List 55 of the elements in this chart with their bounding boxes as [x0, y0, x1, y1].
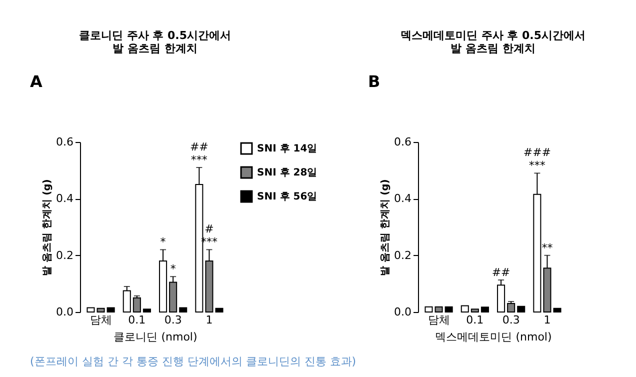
bar — [96, 308, 105, 312]
annotation: ## — [492, 266, 510, 279]
chart-title: 클로니딘 주사 후 0.5시간에서 발 옴츠림 한계치 — [79, 29, 231, 55]
text: (폰프레이 실험 간 각 통증 진행 단계에서의 클로니딘의 진통 효과) — [30, 355, 356, 368]
bar — [122, 290, 131, 312]
y-axis-title: 발 옴츠림 한계치 (g) — [42, 179, 54, 276]
x-tick-label: 담체 — [90, 314, 112, 326]
x-tick-label: 0.3 — [502, 314, 520, 326]
y-tick-label: 0.0 — [394, 306, 412, 318]
bar — [507, 303, 516, 312]
x-axis-title: 클로니딘 (nmol) — [114, 330, 198, 344]
bar — [480, 306, 489, 312]
annotation: ## — [190, 140, 208, 154]
x-tick-label: 0.1 — [466, 314, 484, 326]
legend-label: SNI 후 56일 — [257, 192, 318, 202]
text: A — [30, 72, 43, 91]
bar — [106, 307, 115, 312]
bar — [179, 307, 188, 312]
bar — [215, 308, 224, 312]
bar — [142, 308, 151, 312]
text: B — [368, 72, 380, 91]
bar — [86, 307, 95, 312]
bar — [434, 306, 443, 312]
bar — [424, 306, 433, 312]
bar — [497, 284, 506, 312]
annotation: *** — [528, 159, 546, 172]
x-tick-label: 1 — [206, 314, 213, 326]
annotation: *** — [190, 154, 208, 166]
bar — [517, 306, 526, 312]
x-tick-label: 0.1 — [128, 314, 146, 326]
bar — [444, 306, 453, 312]
x-tick-label: 담체 — [428, 314, 450, 326]
bar — [470, 308, 479, 312]
y-tick-label: 0.6 — [56, 136, 74, 148]
x-tick-label: 0.3 — [164, 314, 182, 326]
bar — [553, 308, 562, 312]
bar — [132, 297, 141, 312]
y-tick-label: 0.4 — [56, 192, 74, 206]
y-tick-label: 0.4 — [394, 192, 412, 206]
annotation: ### — [523, 146, 552, 160]
annotation: ** — [542, 241, 554, 254]
x-axis-title: 덱스메데토미딘 (nmol) — [435, 330, 552, 344]
annotation: * — [160, 236, 166, 249]
y-tick-label: 0.6 — [394, 136, 412, 148]
y-tick-label: 0.2 — [56, 248, 74, 262]
y-tick-label: 0.0 — [56, 306, 74, 318]
legend-label: SNI 후 14일 — [257, 144, 318, 154]
chart-title: 덱스메데토미딘 주사 후 0.5시간에서 발 옴츠림 한계치 — [400, 29, 586, 55]
annotation: * — [170, 262, 176, 276]
x-tick-label: 1 — [544, 314, 551, 326]
bar — [460, 305, 469, 312]
y-axis-title: 발 옴츠림 한계치 (g) — [380, 179, 392, 276]
legend-label: SNI 후 28일 — [257, 168, 318, 178]
annotation: # — [204, 222, 214, 236]
y-tick-label: 0.2 — [394, 248, 412, 262]
